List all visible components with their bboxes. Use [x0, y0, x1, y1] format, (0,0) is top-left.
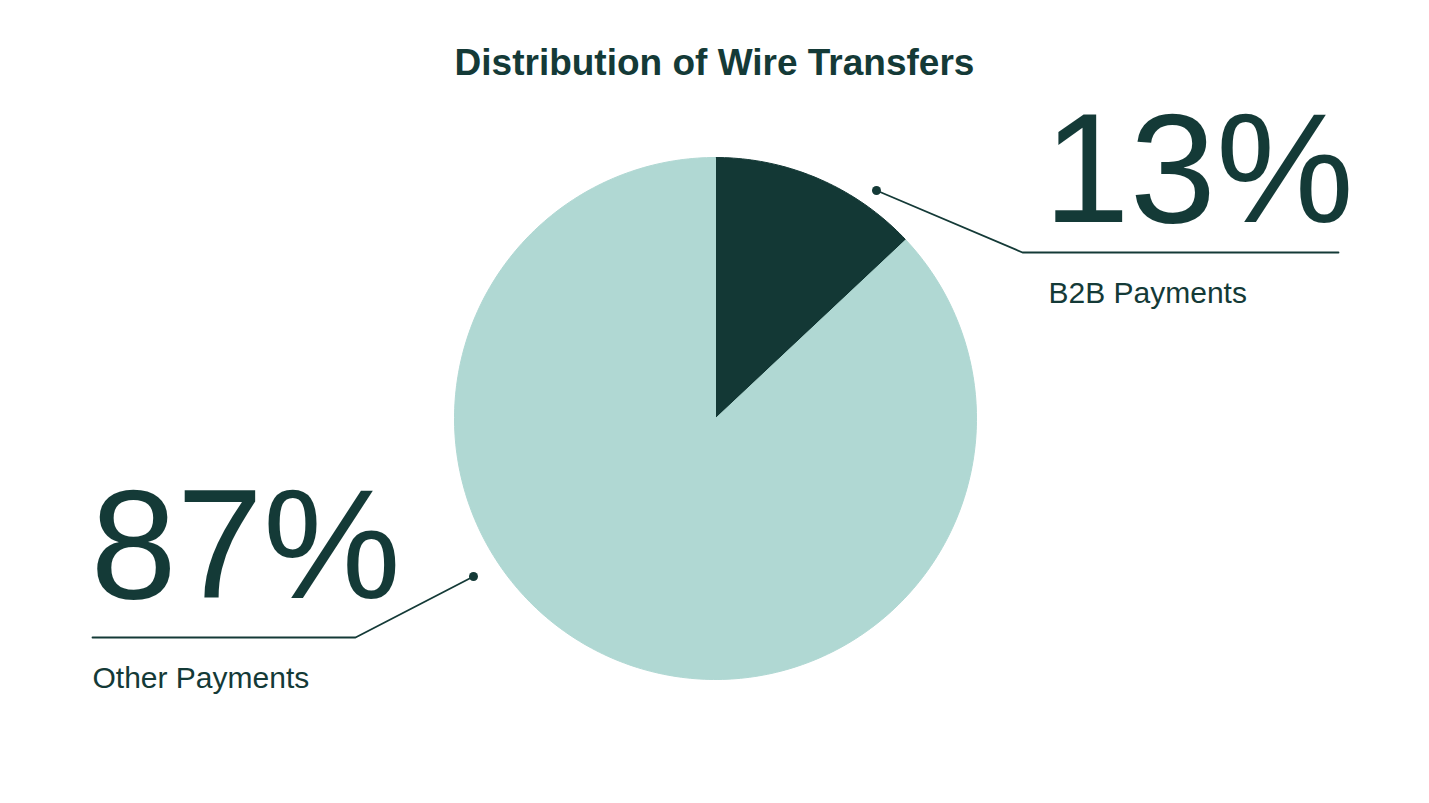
html-text:Distribution of Wire Transfers: Distribution of Wire Transfers	[454, 42, 975, 83]
svg-text:87%: 87%	[91, 458, 401, 631]
svg-text:13%: 13%	[1044, 82, 1354, 255]
svg-text:Other Payments: Other Payments	[93, 661, 310, 694]
svg-text:B2B Payments: B2B Payments	[1049, 276, 1247, 309]
